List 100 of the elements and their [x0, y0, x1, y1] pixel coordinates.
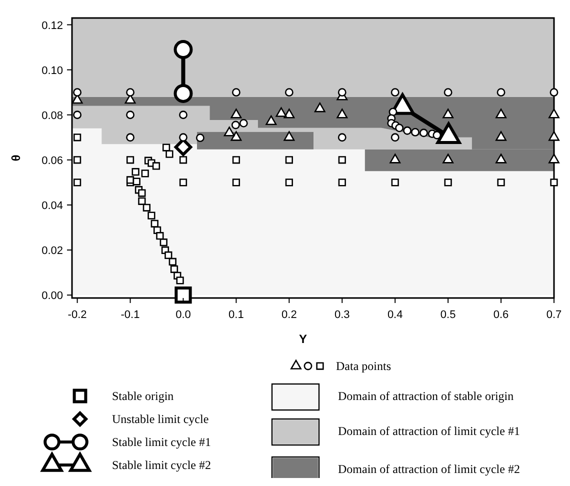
point — [338, 133, 346, 142]
y-tick-label: 0.06 — [42, 154, 63, 167]
y-tick-label: 0.12 — [42, 20, 63, 32]
point — [395, 124, 404, 132]
point — [444, 178, 452, 186]
point — [148, 212, 156, 220]
point — [231, 120, 240, 130]
point — [232, 156, 240, 164]
legend-label: Domain of attraction of limit cycle #1 — [338, 424, 520, 438]
point — [179, 156, 188, 164]
point — [548, 108, 560, 118]
point — [550, 178, 558, 186]
point — [314, 102, 326, 112]
point — [496, 131, 506, 141]
point — [73, 134, 82, 142]
x-tick-label: 0.2 — [282, 309, 297, 321]
point — [230, 131, 242, 141]
legend-label: Stable origin — [112, 389, 174, 403]
point — [73, 110, 82, 120]
y-tick-label: 0.00 — [42, 290, 63, 302]
point — [390, 154, 401, 164]
point — [141, 170, 149, 178]
point — [170, 265, 178, 273]
legend-label: Stable limit cycle #2 — [112, 458, 211, 472]
point — [266, 115, 277, 126]
point — [338, 156, 346, 164]
point — [174, 286, 192, 304]
point — [126, 156, 134, 164]
y-tick-label: 0.04 — [42, 200, 63, 212]
point — [126, 176, 134, 184]
point — [285, 178, 293, 186]
x-tick-label: 0.1 — [228, 309, 244, 321]
point — [166, 150, 174, 158]
point — [150, 220, 158, 228]
point — [230, 108, 242, 118]
point — [224, 126, 235, 136]
y-tick-label: 0.08 — [42, 110, 63, 122]
point — [164, 251, 172, 260]
x-tick-label: 0.0 — [176, 309, 191, 321]
point — [390, 88, 400, 97]
point — [138, 189, 146, 197]
point — [550, 88, 558, 97]
x-axis-title: Y — [298, 332, 308, 346]
legend-label: Stable limit cycle #1 — [112, 435, 211, 449]
y-tick-label: 0.02 — [42, 245, 63, 258]
x-tick-label: 0.5 — [440, 309, 456, 321]
y-axis-title: θ — [9, 154, 23, 162]
point — [432, 130, 442, 140]
point — [132, 178, 140, 186]
point — [284, 131, 295, 141]
point — [179, 133, 188, 142]
point — [496, 108, 506, 118]
point — [232, 88, 240, 97]
point — [276, 107, 287, 117]
x-tick-label: 0.3 — [334, 309, 350, 321]
point — [285, 156, 293, 164]
point — [548, 131, 560, 141]
legend-label: Domain of attraction of limit cycle #2 — [338, 462, 520, 476]
x-tick-label: 0.6 — [493, 309, 509, 321]
point — [444, 88, 452, 97]
x-tick-label: -0.2 — [68, 309, 87, 321]
point — [138, 197, 146, 205]
y-tick-label: 0.10 — [42, 64, 63, 77]
point — [196, 134, 204, 142]
point — [73, 88, 82, 97]
legend-label: Domain of attraction of stable origin — [338, 389, 514, 403]
point — [419, 128, 428, 138]
point — [73, 178, 82, 186]
point — [160, 238, 168, 246]
point — [284, 108, 295, 118]
point — [239, 118, 248, 128]
point — [142, 204, 150, 212]
point — [442, 108, 454, 118]
x-tick-label: 0.4 — [387, 309, 403, 321]
point — [391, 178, 399, 186]
legend-label: Unstable limit cycle — [112, 412, 209, 426]
point — [176, 276, 184, 284]
point — [174, 40, 193, 59]
point — [174, 84, 193, 103]
point — [496, 154, 506, 164]
point — [338, 88, 346, 97]
point — [162, 144, 170, 152]
point — [232, 178, 240, 186]
point — [411, 128, 420, 136]
point — [442, 154, 454, 164]
point — [179, 178, 188, 186]
x-tick-label: 0.7 — [546, 309, 562, 321]
x-tick-label: -0.1 — [120, 309, 140, 321]
point — [336, 108, 348, 118]
point — [497, 178, 505, 186]
point — [174, 138, 192, 156]
point — [179, 110, 188, 120]
point — [548, 154, 560, 164]
point — [284, 88, 294, 97]
point — [126, 88, 134, 97]
point — [496, 88, 506, 97]
legend-label: Data points — [336, 359, 392, 373]
point — [168, 258, 176, 266]
point — [126, 110, 134, 120]
point — [390, 133, 400, 142]
